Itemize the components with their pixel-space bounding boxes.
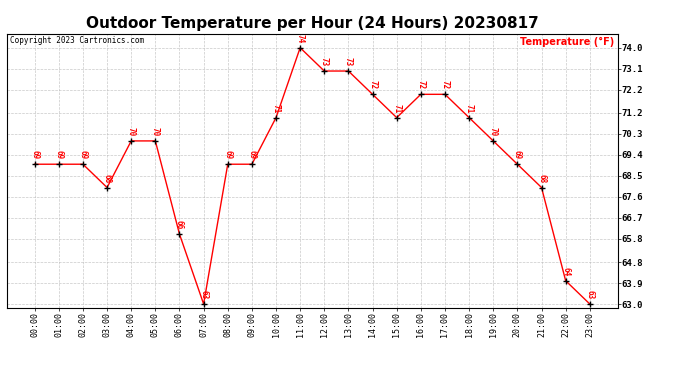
Text: 68: 68 (103, 174, 112, 183)
Text: 69: 69 (248, 150, 257, 159)
Text: 72: 72 (440, 80, 449, 90)
Text: 69: 69 (513, 150, 522, 159)
Text: 72: 72 (368, 80, 377, 90)
Text: 63: 63 (585, 290, 594, 299)
Text: 64: 64 (561, 267, 570, 276)
Text: 70: 70 (489, 127, 497, 136)
Text: 63: 63 (199, 290, 208, 299)
Text: 69: 69 (30, 150, 39, 159)
Text: 70: 70 (127, 127, 136, 136)
Title: Outdoor Temperature per Hour (24 Hours) 20230817: Outdoor Temperature per Hour (24 Hours) … (86, 16, 539, 31)
Text: 72: 72 (416, 80, 425, 90)
Text: Copyright 2023 Cartronics.com: Copyright 2023 Cartronics.com (10, 36, 144, 45)
Text: 74: 74 (295, 34, 305, 43)
Text: 70: 70 (151, 127, 160, 136)
Text: 69: 69 (55, 150, 63, 159)
Text: Temperature (°F): Temperature (°F) (520, 36, 615, 46)
Text: 66: 66 (175, 220, 184, 230)
Text: 73: 73 (319, 57, 329, 66)
Text: 69: 69 (79, 150, 88, 159)
Text: 71: 71 (392, 104, 401, 113)
Text: 71: 71 (272, 104, 281, 113)
Text: 69: 69 (224, 150, 233, 159)
Text: 68: 68 (537, 174, 546, 183)
Text: 71: 71 (464, 104, 473, 113)
Text: 73: 73 (344, 57, 353, 66)
